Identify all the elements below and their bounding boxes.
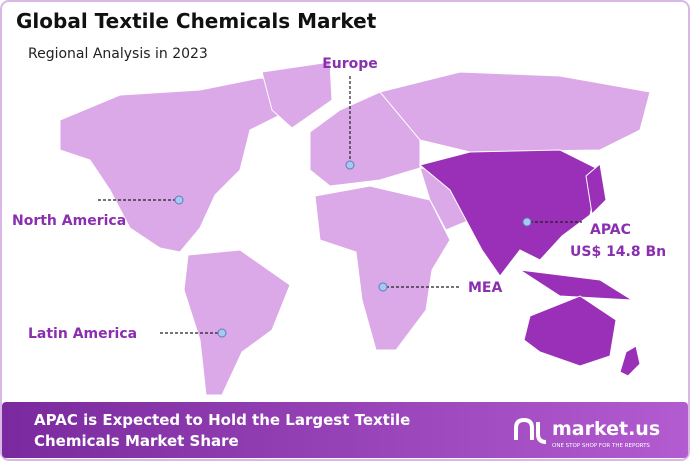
region-label: MEA xyxy=(468,280,502,296)
footer: APAC is Expected to Hold the Largest Tex… xyxy=(2,402,688,458)
footer-text: Chemicals Market Share xyxy=(34,432,239,450)
marker xyxy=(217,328,227,338)
region-label: North America xyxy=(12,213,126,229)
footer-text: APAC is Expected to Hold the Largest Tex… xyxy=(34,411,410,429)
footer-band xyxy=(2,402,688,458)
callouts: Europe North America APAC US$ 14.8 Bn ME… xyxy=(12,56,666,342)
brand: market.us xyxy=(552,418,660,440)
world-map xyxy=(59,61,651,396)
logo-icon xyxy=(514,417,547,444)
marker xyxy=(345,160,355,170)
region-label: Europe xyxy=(322,56,378,72)
marker xyxy=(174,195,184,205)
region-value: US$ 14.8 Bn xyxy=(570,244,666,260)
tagline: ONE STOP SHOP FOR THE REPORTS xyxy=(552,443,650,449)
region-label: APAC xyxy=(590,222,631,238)
marker xyxy=(522,217,532,227)
region-label: Latin America xyxy=(28,326,137,342)
title: Global Textile Chemicals Market xyxy=(16,9,377,33)
subtitle: Regional Analysis in 2023 xyxy=(28,46,208,62)
marker xyxy=(378,282,388,292)
